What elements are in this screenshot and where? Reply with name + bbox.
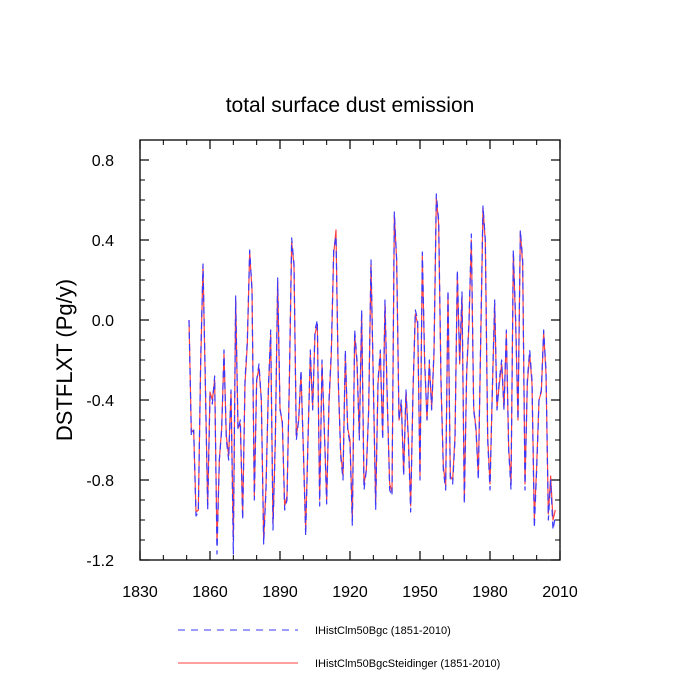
x-tick-label: 1980	[472, 584, 508, 601]
legend-label-1: IHistClm50Bgc (1851-2010)	[315, 625, 451, 637]
y-tick-label: 0.0	[92, 313, 114, 330]
y-axis-label: DSTFLXT (Pg/y)	[52, 279, 77, 441]
x-tick-label: 1890	[262, 584, 298, 601]
x-tick-label: 1860	[192, 584, 228, 601]
x-tick-label: 1830	[122, 584, 158, 601]
x-tick-label: 2010	[542, 584, 578, 601]
y-tick-label: -1.2	[86, 553, 114, 570]
series-layer	[188, 193, 556, 555]
chart-title: total surface dust emission	[226, 94, 475, 117]
y-tick-label: 0.8	[92, 153, 114, 170]
y-tick-label: -0.8	[86, 473, 114, 490]
y-tick-label: 0.4	[92, 233, 114, 250]
legend-label-2: IHistClm50BgcSteidinger (1851-2010)	[315, 658, 500, 670]
axis-ticks	[139, 139, 561, 561]
series-line-1	[188, 193, 556, 555]
legend: IHistClm50Bgc (1851-2010) IHistClm50BgcSt…	[178, 625, 500, 670]
y-tick-label: -0.4	[86, 393, 114, 410]
x-tick-label: 1920	[332, 584, 368, 601]
axis-tick-labels: 1830 1860 1890 1920 1950 1980 2010 -1.2 -0.8 -0.4…	[86, 153, 577, 601]
plot-frame	[139, 139, 561, 561]
x-tick-label: 1950	[402, 584, 438, 601]
